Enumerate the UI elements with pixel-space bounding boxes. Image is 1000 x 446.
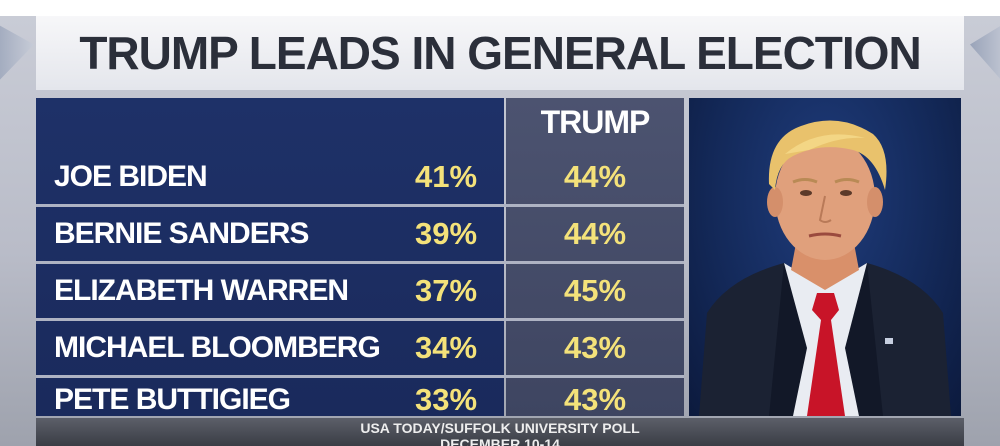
- row-divider: [36, 261, 684, 264]
- candidate-percent: 39%: [414, 216, 478, 251]
- candidate-percent: 34%: [414, 330, 478, 365]
- candidate-name: BERNIE SANDERS: [54, 217, 309, 250]
- trump-column: [506, 98, 684, 416]
- headline: TRUMP LEADS IN GENERAL ELECTION: [79, 27, 921, 79]
- row-divider: [36, 375, 684, 378]
- poll-table: TRUMP JOE BIDEN 41% 44% BERNIE SANDERS 3…: [36, 98, 684, 417]
- trump-percent: 43%: [563, 330, 627, 365]
- right-corner-decoration: [970, 20, 1000, 90]
- trump-percent: 44%: [563, 159, 627, 194]
- trump-percent: 44%: [563, 216, 627, 251]
- source-line: USA TODAY/SUFFOLK UNIVERSITY POLL: [360, 420, 640, 436]
- source-bar: USA TODAY/SUFFOLK UNIVERSITY POLL DECEMB…: [36, 418, 964, 446]
- candidate-name: PETE BUTTIGIEG: [54, 383, 291, 416]
- candidate-name: MICHAEL BLOOMBERG: [54, 331, 381, 364]
- title-bar: TRUMP LEADS IN GENERAL ELECTION: [36, 16, 964, 90]
- portrait-photo: [689, 98, 961, 416]
- candidate-percent: 37%: [414, 273, 478, 308]
- left-corner-decoration: [0, 20, 34, 90]
- broadcast-graphic: TRUMP LEADS IN GENERAL ELECTION TRUMP JO…: [0, 16, 1000, 446]
- trump-column-header: TRUMP: [540, 104, 651, 140]
- candidate-name: JOE BIDEN: [54, 160, 208, 193]
- poll-row-sanders: BERNIE SANDERS 39% 44%: [36, 207, 684, 261]
- row-divider: [36, 318, 684, 321]
- candidate-name: ELIZABETH WARREN: [54, 274, 349, 307]
- date-line: DECEMBER 10-14: [440, 436, 560, 446]
- candidate-column: [36, 98, 504, 416]
- candidate-percent: 33%: [414, 382, 478, 417]
- portrait-illustration: [699, 120, 951, 416]
- poll-row-biden: JOE BIDEN 41% 44%: [36, 150, 684, 204]
- candidate-percent: 41%: [414, 159, 478, 194]
- poll-row-warren: ELIZABETH WARREN 37% 45%: [36, 264, 684, 318]
- row-divider: [36, 204, 684, 207]
- trump-percent: 45%: [563, 273, 627, 308]
- trump-percent: 43%: [563, 382, 627, 417]
- poll-row-bloomberg: MICHAEL BLOOMBERG 34% 43%: [36, 321, 684, 375]
- poll-row-buttigieg: PETE BUTTIGIEG 33% 43%: [36, 378, 684, 417]
